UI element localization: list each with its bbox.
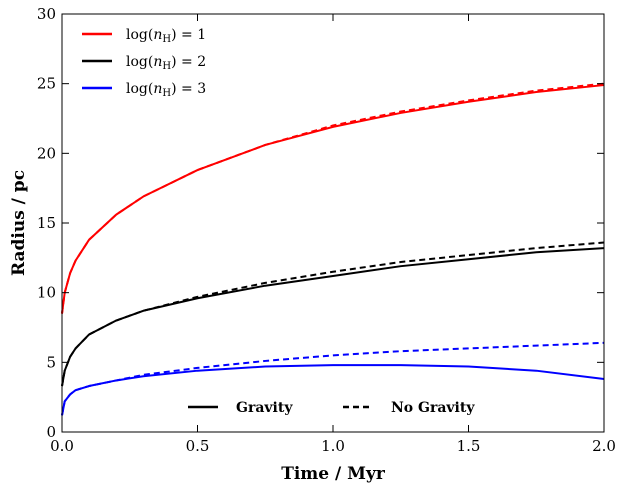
series-line-density-1-no-gravity — [61, 82, 605, 314]
x-axis-title: Time / Myr — [281, 464, 386, 484]
style-legend: Gravity No Gravity — [188, 400, 475, 416]
x-tick-label: 1.5 — [457, 437, 481, 455]
series-line-density-2-no-gravity — [61, 241, 605, 387]
y-tick-label: 5 — [46, 353, 56, 371]
y-tick-label: 15 — [37, 214, 56, 232]
density-legend-label: log(nH) = 1 — [126, 27, 206, 45]
density-legend-label: log(nH) = 2 — [126, 54, 206, 72]
x-tick-label: 0.5 — [186, 437, 210, 455]
density-legend-label: log(nH) = 3 — [126, 81, 206, 99]
x-tick-label: 2.0 — [592, 437, 616, 455]
series-line-density-1-gravity — [61, 84, 605, 314]
x-tick-label: 1.0 — [321, 437, 345, 455]
series-layer — [61, 82, 605, 416]
style-legend-label: No Gravity — [391, 400, 475, 416]
series-line-density-3-no-gravity — [61, 341, 605, 416]
series-line-density-3-gravity — [61, 364, 605, 416]
y-tick-label: 0 — [46, 423, 56, 441]
y-axis-title: Radius / pc — [9, 170, 29, 276]
y-tick-label: 10 — [37, 284, 56, 302]
x-tick-label: 0.0 — [50, 437, 74, 455]
y-tick-label: 25 — [37, 75, 56, 93]
density-legend: log(nH) = 1 log(nH) = 2 log(nH) = 3 — [82, 27, 206, 99]
y-tick-label: 30 — [37, 5, 56, 23]
style-legend-label: Gravity — [236, 400, 293, 416]
ticks-layer: 0.0 0.5 1.0 1.5 2.0 0 5 10 15 20 25 30 — [37, 5, 616, 455]
y-tick-label: 20 — [37, 144, 56, 162]
